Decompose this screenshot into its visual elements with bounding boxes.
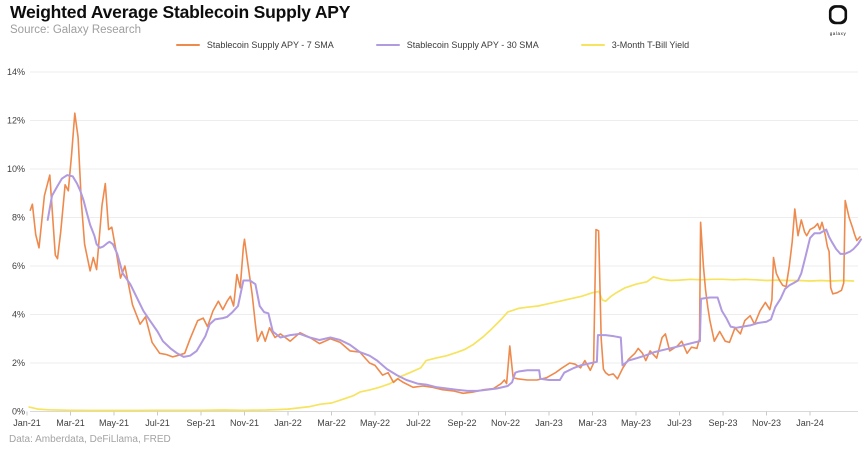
x-tick-label: Mar-21 <box>56 418 85 428</box>
x-tick-label: Nov-21 <box>230 418 259 428</box>
legend-label-30sma: Stablecoin Supply APY - 30 SMA <box>406 40 539 50</box>
legend-item-tbill: 3-Month T-Bill Yield <box>580 40 690 50</box>
series-line-2 <box>28 276 855 412</box>
page-title: Weighted Average Stablecoin Supply APY <box>10 2 351 22</box>
legend-item-30sma: Stablecoin Supply APY - 30 SMA <box>375 40 539 50</box>
x-tick-label: Jul-21 <box>145 418 170 428</box>
x-tick-label: May-22 <box>360 418 390 428</box>
x-tick-label: Nov-23 <box>752 418 781 428</box>
x-tick-label: May-21 <box>99 418 129 428</box>
legend-line-icon <box>175 44 200 46</box>
y-tick-label: 6% <box>12 261 25 271</box>
x-tick-label: Jul-22 <box>406 418 431 428</box>
y-tick-label: 0% <box>12 407 25 417</box>
legend-label-tbill: 3-Month T-Bill Yield <box>611 40 690 50</box>
x-tick-label: Jan-21 <box>13 418 41 428</box>
x-tick-label: Jul-23 <box>667 418 692 428</box>
y-tick-label: 8% <box>12 213 25 223</box>
y-tick-label: 10% <box>7 164 25 174</box>
galaxy-logo-icon <box>828 5 848 25</box>
legend-line-icon <box>580 44 605 46</box>
series-line-1 <box>46 174 863 392</box>
x-tick-label: Sep-22 <box>447 418 476 428</box>
chart-legend: Stablecoin Supply APY - 7 SMA Stablecoin… <box>0 40 865 50</box>
x-tick-label: Mar-23 <box>578 418 607 428</box>
galaxy-logo-label: galaxy <box>829 31 847 36</box>
data-sources: Data: Amberdata, DeFiLlama, FRED <box>9 434 171 445</box>
x-tick-label: Sep-23 <box>708 418 737 428</box>
y-tick-label: 14% <box>7 67 25 77</box>
source-label: Source: Galaxy Research <box>10 24 142 36</box>
legend-line-icon <box>375 44 400 46</box>
y-tick-label: 2% <box>12 358 25 368</box>
galaxy-logo: galaxy <box>823 4 853 36</box>
x-tick-label: Mar-22 <box>317 418 346 428</box>
y-tick-label: 12% <box>7 116 25 126</box>
x-tick-label: May-23 <box>621 418 651 428</box>
x-tick-label: Jan-23 <box>535 418 563 428</box>
y-tick-label: 4% <box>12 310 25 320</box>
series-line-0 <box>29 112 861 395</box>
x-tick-label: Jan-24 <box>796 418 824 428</box>
legend-item-7sma: Stablecoin Supply APY - 7 SMA <box>175 40 334 50</box>
x-tick-label: Nov-22 <box>491 418 520 428</box>
legend-label-7sma: Stablecoin Supply APY - 7 SMA <box>206 40 334 50</box>
x-tick-label: Sep-21 <box>186 418 215 428</box>
x-tick-label: Jan-22 <box>274 418 302 428</box>
